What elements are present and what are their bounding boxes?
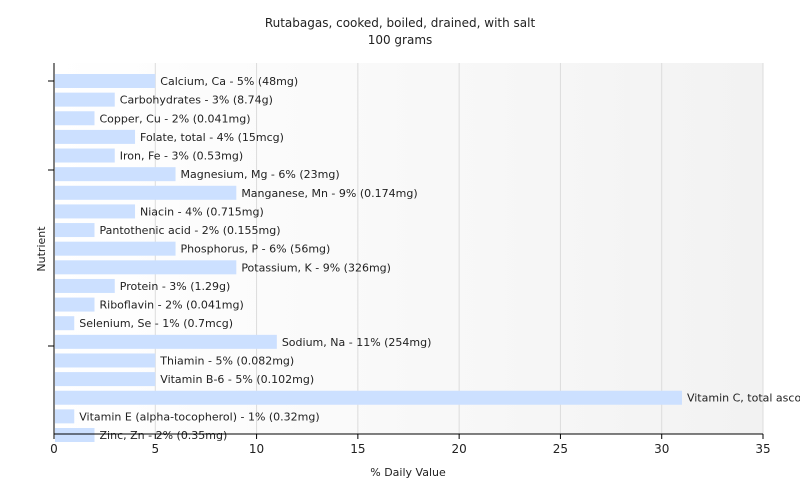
bar <box>55 316 75 331</box>
bar <box>55 74 156 88</box>
bar-label: Vitamin E (alpha-tocopherol) - 1% (0.32m… <box>79 410 319 423</box>
bar-label: Phosphorus, P - 6% (56mg) <box>181 243 331 256</box>
chart-subtitle: 100 grams <box>368 33 433 47</box>
bar-label: Potassium, K - 9% (326mg) <box>241 261 391 274</box>
bar-label: Vitamin C, total ascorbic acid - 31% (18… <box>687 392 800 405</box>
bar-label: Calcium, Ca - 5% (48mg) <box>160 75 298 88</box>
bar-label: Vitamin B-6 - 5% (0.102mg) <box>160 373 314 386</box>
bar <box>55 297 95 312</box>
x-ticks: 0 5 10 15 20 25 30 35 <box>50 434 771 456</box>
bar <box>55 223 95 238</box>
bar-label: Protein - 3% (1.29g) <box>120 280 231 293</box>
bar <box>55 167 176 182</box>
bars: Calcium, Ca - 5% (48mg) Carbohydrates - 3… <box>55 74 800 442</box>
bar-label: Zinc, Zn - 2% (0.35mg) <box>100 429 228 442</box>
bar-label: Carbohydrates - 3% (8.74g) <box>120 94 273 107</box>
bar <box>55 260 237 275</box>
bar <box>55 92 115 107</box>
x-tick-label: 35 <box>755 442 770 456</box>
axes <box>48 63 763 435</box>
bar-label: Folate, total - 4% (15mcg) <box>140 131 284 144</box>
bar <box>55 129 136 144</box>
bar <box>55 148 115 163</box>
bar-label: Sodium, Na - 11% (254mg) <box>282 336 432 349</box>
x-tick-label: 5 <box>151 442 159 456</box>
x-tick-label: 20 <box>452 442 467 456</box>
x-tick-label: 30 <box>654 442 669 456</box>
bar <box>55 204 136 219</box>
bar-label: Selenium, Se - 1% (0.7mcg) <box>79 317 233 330</box>
bar <box>55 372 156 387</box>
bar-label: Niacin - 4% (0.715mg) <box>140 205 264 218</box>
bar-label: Pantothenic acid - 2% (0.155mg) <box>100 224 281 237</box>
bar <box>55 390 682 405</box>
bar <box>55 334 277 349</box>
y-axis-label: Nutrient <box>35 226 48 272</box>
bar-label: Manganese, Mn - 9% (0.174mg) <box>241 187 417 200</box>
bar <box>55 111 95 126</box>
bar-label: Iron, Fe - 3% (0.53mg) <box>120 150 243 163</box>
bar <box>55 278 115 293</box>
x-tick-label: 0 <box>50 442 58 456</box>
bar <box>55 353 156 368</box>
bar-label: Magnesium, Mg - 6% (23mg) <box>181 168 340 181</box>
chart-title: Rutabagas, cooked, boiled, drained, with… <box>265 16 536 30</box>
bar-label: Copper, Cu - 2% (0.041mg) <box>100 112 251 125</box>
bar <box>55 185 237 200</box>
bar <box>55 241 176 256</box>
x-tick-label: 15 <box>350 442 365 456</box>
bar-label: Thiamin - 5% (0.082mg) <box>159 354 294 367</box>
x-axis-label: % Daily Value <box>370 466 446 479</box>
bar <box>55 428 95 442</box>
bar-label: Riboflavin - 2% (0.041mg) <box>100 299 244 312</box>
x-tick-label: 10 <box>249 442 264 456</box>
bar <box>55 409 75 424</box>
x-tick-label: 25 <box>553 442 568 456</box>
grid-lines <box>154 63 764 434</box>
